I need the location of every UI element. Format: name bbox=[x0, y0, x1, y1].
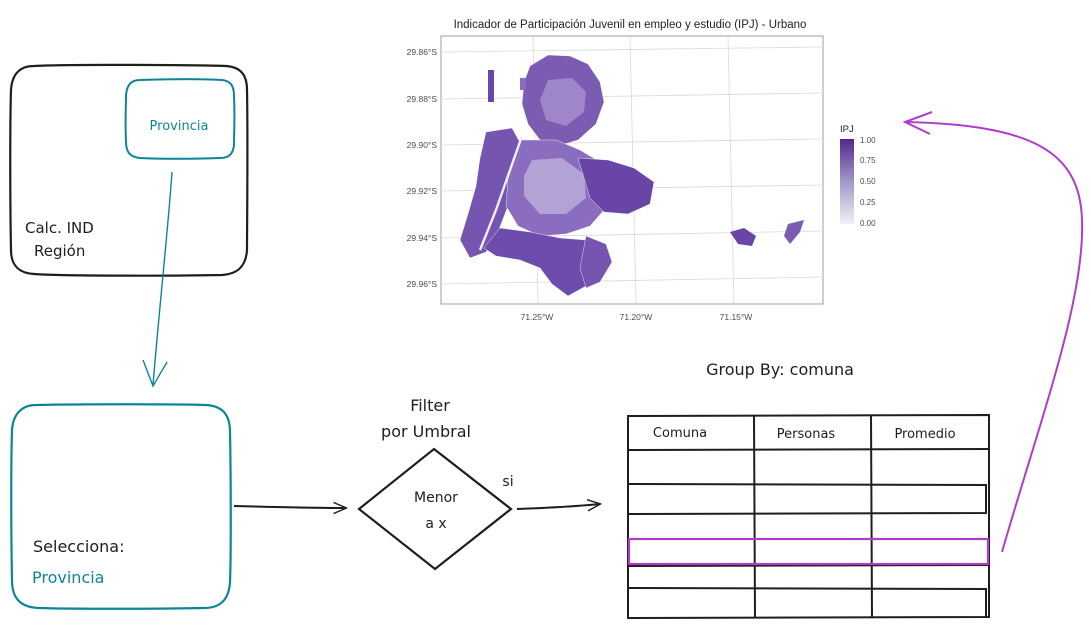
region-to-select-line bbox=[152, 171, 173, 386]
map-legend: IPJ 1.00 0.75 0.50 0.25 0.00 bbox=[840, 124, 876, 228]
legend-tick-4: 0.25 bbox=[860, 198, 876, 207]
provincia-inner-label: Provincia bbox=[150, 119, 209, 134]
groupby-table: Group By: comuna Comuna Personas Promedi… bbox=[627, 360, 990, 620]
map-title: Indicador de Participación Juvenil en em… bbox=[454, 19, 807, 31]
legend-tick-3: 0.50 bbox=[860, 177, 876, 186]
map-y-tick-5: 29.94°S bbox=[407, 233, 438, 243]
filter-title-line2: por Umbral bbox=[381, 422, 471, 441]
table-highlight-row bbox=[627, 537, 990, 566]
table-to-map-line bbox=[905, 121, 1084, 553]
map-y-tick-3: 29.90°S bbox=[407, 140, 438, 150]
filter-branch-label: si bbox=[502, 474, 513, 490]
legend-tick-5: 0.00 bbox=[860, 219, 876, 228]
region-to-select-arrowhead bbox=[142, 359, 168, 388]
urban-area-islet-nw bbox=[488, 70, 494, 102]
map-plot: Indicador de Participación Juvenil en em… bbox=[407, 19, 876, 322]
table-header-personas: Personas bbox=[777, 427, 836, 442]
map-x-tick-1: 71.25°W bbox=[521, 312, 554, 322]
region-to-select-arrow bbox=[142, 171, 173, 388]
map-y-tick-1: 29.86°S bbox=[407, 47, 438, 57]
select-box: Selecciona: Provincia bbox=[10, 403, 232, 610]
urban-area-southeast bbox=[579, 235, 613, 289]
table-header-promedio: Promedio bbox=[894, 427, 955, 442]
filter-diamond bbox=[357, 447, 513, 571]
table-header-comuna: Comuna bbox=[653, 426, 707, 441]
map-x-tick-2: 71.20°W bbox=[620, 312, 653, 322]
choropleth-shapes bbox=[459, 54, 804, 297]
region-box: Calc. IND Región bbox=[9, 63, 249, 277]
provincia-inner-box: Provincia bbox=[124, 78, 236, 160]
urban-area-river-strip bbox=[478, 135, 524, 251]
region-box-label-line2: Región bbox=[34, 242, 85, 260]
select-to-filter-line bbox=[233, 506, 346, 508]
legend-colorbar bbox=[840, 139, 854, 224]
legend-tick-1: 1.00 bbox=[860, 136, 876, 145]
map-y-tick-2: 29.88°S bbox=[407, 94, 438, 104]
table-row-box-5 bbox=[627, 587, 987, 617]
filter-to-table-line bbox=[516, 504, 600, 509]
table-col-line-2 bbox=[870, 415, 873, 618]
table-title: Group By: comuna bbox=[706, 360, 854, 379]
urban-area-center-inner bbox=[524, 158, 586, 214]
urban-area-outlying-2 bbox=[784, 220, 804, 244]
table-row-line-header bbox=[627, 448, 990, 451]
select-to-filter-arrow bbox=[233, 506, 346, 508]
region-box-label-line1: Calc. IND bbox=[25, 219, 94, 237]
select-box-label: Selecciona: bbox=[33, 537, 124, 556]
filter-node: Filter por Umbral Menor a x si bbox=[357, 396, 514, 571]
table-row-box-2 bbox=[627, 482, 987, 516]
table-to-map-arrowhead bbox=[902, 111, 933, 135]
legend-title: IPJ bbox=[840, 124, 854, 135]
filter-diamond-line1: Menor bbox=[414, 490, 458, 506]
map-y-tick-6: 29.96°S bbox=[407, 279, 438, 289]
map-y-tick-4: 29.92°S bbox=[407, 186, 438, 196]
select-box-value: Provincia bbox=[32, 568, 104, 587]
filter-diamond-line2: a x bbox=[425, 516, 446, 532]
filter-to-table-arrow bbox=[516, 504, 600, 509]
provincia-inner-box-outline bbox=[124, 78, 236, 160]
legend-tick-2: 0.75 bbox=[860, 156, 876, 165]
table-row-line-4 bbox=[627, 564, 990, 567]
region-box-outline bbox=[9, 63, 249, 277]
urban-area-north-inner bbox=[540, 78, 586, 126]
table-to-map-arrow bbox=[902, 111, 1084, 553]
table-col-line-1 bbox=[753, 415, 756, 618]
urban-area-islet-n bbox=[520, 78, 526, 90]
filter-title-line1: Filter bbox=[410, 396, 450, 415]
urban-area-outlying-1 bbox=[730, 228, 756, 246]
urban-area-south bbox=[483, 227, 607, 297]
select-box-outline bbox=[10, 403, 232, 610]
map-x-tick-3: 71.15°W bbox=[720, 312, 753, 322]
urban-area-east bbox=[577, 157, 655, 215]
